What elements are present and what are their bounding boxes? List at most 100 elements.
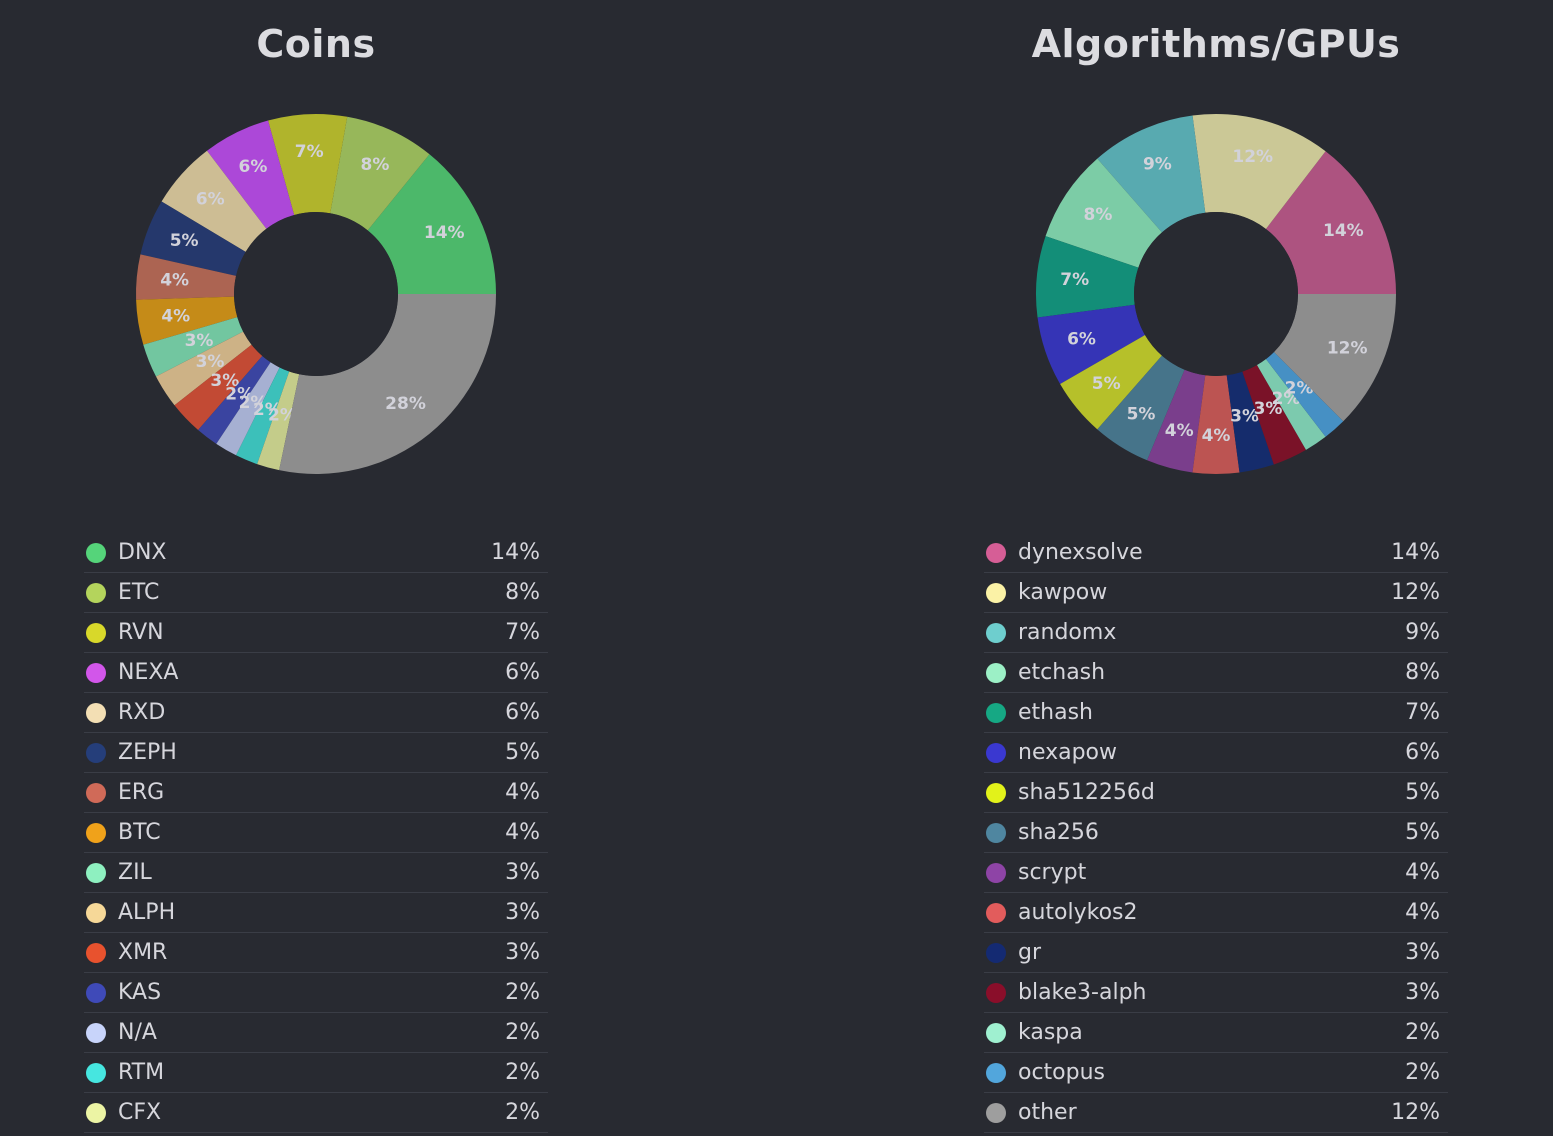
legend-percent: 12% bbox=[1391, 580, 1440, 605]
legend-item-gr[interactable]: gr 3% bbox=[984, 933, 1448, 973]
slice-percent-label: 5% bbox=[1092, 374, 1121, 394]
pie-slice-octopus[interactable] bbox=[1265, 351, 1344, 437]
pie-slice-nexa[interactable] bbox=[206, 120, 295, 229]
legend-item-randomx[interactable]: randomx 9% bbox=[984, 613, 1448, 653]
legend-label: ERG bbox=[118, 780, 165, 805]
legend-item-kaspa[interactable]: kaspa 2% bbox=[984, 1013, 1448, 1053]
pie-slice-sha256[interactable] bbox=[1097, 355, 1185, 461]
pie-slice-zeph[interactable] bbox=[140, 201, 246, 276]
pie-slice-rxd[interactable] bbox=[161, 150, 267, 252]
legend-item-ethash[interactable]: ethash 7% bbox=[984, 693, 1448, 733]
coins-donut-chart: 14%8%7%6%6%5%4%4%3%3%3%2%2%2%2%28% bbox=[136, 113, 496, 474]
legend-item-xmr[interactable]: XMR 3% bbox=[84, 933, 548, 973]
legend-label: sha512256d bbox=[1018, 780, 1155, 805]
pie-slice-kawpow[interactable] bbox=[1192, 114, 1326, 229]
legend-percent: 2% bbox=[505, 1060, 540, 1085]
legend-item-kas[interactable]: KAS 2% bbox=[84, 973, 548, 1013]
legend-color-dot-icon bbox=[86, 943, 106, 963]
legend-item-etc[interactable]: ETC 8% bbox=[84, 573, 548, 613]
pie-slice-blake3-alph[interactable] bbox=[1242, 365, 1306, 465]
pie-slice-cfx[interactable] bbox=[257, 371, 300, 471]
legend-color-dot-icon bbox=[86, 583, 106, 603]
legend-item-etchash[interactable]: etchash 8% bbox=[984, 653, 1448, 693]
legend-percent: 3% bbox=[505, 900, 540, 925]
legend-percent: 6% bbox=[1405, 740, 1440, 765]
legend-percent: 4% bbox=[1405, 860, 1440, 885]
legend-item-other[interactable]: other 12% bbox=[984, 1093, 1448, 1133]
legend-percent: 8% bbox=[505, 580, 540, 605]
pie-slice-dnx[interactable] bbox=[367, 154, 496, 294]
legend-item-nexa[interactable]: NEXA 6% bbox=[84, 653, 548, 693]
pie-slice-kas[interactable] bbox=[198, 355, 271, 444]
legend-item-dnx[interactable]: DNX 14% bbox=[84, 533, 548, 573]
legend-item-kawpow[interactable]: kawpow 12% bbox=[984, 573, 1448, 613]
pie-slice-randomx[interactable] bbox=[1097, 115, 1206, 233]
slice-percent-label: 9% bbox=[1143, 155, 1172, 175]
legend-item-btc[interactable]: BTC 4% bbox=[84, 813, 548, 853]
slice-percent-label: 6% bbox=[1067, 330, 1096, 350]
legend-color-dot-icon bbox=[86, 1063, 106, 1083]
legend-item-rvn[interactable]: RVN 7% bbox=[84, 613, 548, 653]
pie-slice-kaspa[interactable] bbox=[1257, 359, 1326, 450]
legend-color-dot-icon bbox=[86, 543, 106, 563]
pie-slice-scrypt[interactable] bbox=[1147, 369, 1206, 473]
legend-percent: 5% bbox=[505, 740, 540, 765]
legend-percent: 8% bbox=[1405, 660, 1440, 685]
legend-item-alph[interactable]: ALPH 3% bbox=[84, 893, 548, 933]
pie-slice-rtm[interactable] bbox=[236, 367, 290, 465]
legend-item-sha256[interactable]: sha256 5% bbox=[984, 813, 1448, 853]
pie-slice-ethash[interactable] bbox=[1036, 236, 1139, 318]
legend-item-sha512256d[interactable]: sha512256d 5% bbox=[984, 773, 1448, 813]
slice-percent-label: 6% bbox=[239, 157, 268, 177]
legend-percent: 3% bbox=[1405, 980, 1440, 1005]
legend-item-autolykos2[interactable]: autolykos2 4% bbox=[984, 893, 1448, 933]
pie-slice-gr[interactable] bbox=[1226, 371, 1274, 473]
legend-item-cfx[interactable]: CFX 2% bbox=[84, 1093, 548, 1133]
legend-percent: 4% bbox=[505, 780, 540, 805]
pie-slice-erg[interactable] bbox=[136, 254, 237, 300]
pie-slice-alph[interactable] bbox=[156, 331, 252, 406]
pie-slice-n-a[interactable] bbox=[216, 362, 280, 456]
legend-label: ALPH bbox=[118, 900, 176, 925]
legend-label: NEXA bbox=[118, 660, 179, 685]
legend-item-zeph[interactable]: ZEPH 5% bbox=[84, 733, 548, 773]
legend-item-dynexsolve[interactable]: dynexsolve 14% bbox=[984, 533, 1448, 573]
pie-slice-btc[interactable] bbox=[136, 296, 238, 345]
pie-slice-sha512256d[interactable] bbox=[1060, 335, 1162, 430]
slice-percent-label: 3% bbox=[185, 331, 214, 351]
legend-label: RXD bbox=[118, 700, 166, 725]
pie-slice-other[interactable] bbox=[1273, 294, 1396, 422]
slice-percent-label: 6% bbox=[196, 189, 225, 209]
legend-item-scrypt[interactable]: scrypt 4% bbox=[984, 853, 1448, 893]
legend-item-rtm[interactable]: RTM 2% bbox=[84, 1053, 548, 1093]
legend-label: etchash bbox=[1018, 660, 1106, 685]
legend-item-n-a[interactable]: N/A 2% bbox=[84, 1013, 548, 1053]
legend-label: autolykos2 bbox=[1018, 900, 1138, 925]
legend-item-octopus[interactable]: octopus 2% bbox=[984, 1053, 1448, 1093]
pie-slice-etc[interactable] bbox=[330, 116, 430, 231]
pie-slice-rvn[interactable] bbox=[268, 113, 348, 215]
legend-label: blake3-alph bbox=[1018, 980, 1147, 1005]
legend-item-nexapow[interactable]: nexapow 6% bbox=[984, 733, 1448, 773]
legend-label: dynexsolve bbox=[1018, 540, 1143, 565]
pie-slice-dynexsolve[interactable] bbox=[1265, 151, 1396, 294]
coins-legend: DNX 14% ETC 8% RVN 7% NEXA 6% RXD 6% ZEPH 5% ERG 4% BT… bbox=[84, 533, 548, 1133]
legend-color-dot-icon bbox=[986, 1063, 1006, 1083]
pie-slice-zil[interactable] bbox=[143, 317, 244, 377]
legend-item-rxd[interactable]: RXD 6% bbox=[84, 693, 548, 733]
donut-hole bbox=[234, 212, 398, 376]
legend-item-blake3-alph[interactable]: blake3-alph 3% bbox=[984, 973, 1448, 1013]
legend-item-zil[interactable]: ZIL 3% bbox=[84, 853, 548, 893]
pie-slice-xmr[interactable] bbox=[174, 344, 263, 431]
legend-item-erg[interactable]: ERG 4% bbox=[84, 773, 548, 813]
legend-label: ethash bbox=[1018, 700, 1093, 725]
pie-slice-autolykos2[interactable] bbox=[1192, 375, 1240, 474]
slice-percent-label: 7% bbox=[1060, 270, 1089, 290]
legend-percent: 14% bbox=[491, 540, 540, 565]
pie-slice-nexapow[interactable] bbox=[1037, 304, 1145, 384]
pie-slice-etchash[interactable] bbox=[1045, 158, 1162, 268]
pie-slice-remainder[interactable] bbox=[279, 294, 496, 474]
legend-color-dot-icon bbox=[86, 823, 106, 843]
legend-percent: 7% bbox=[505, 620, 540, 645]
legend-percent: 3% bbox=[1405, 940, 1440, 965]
